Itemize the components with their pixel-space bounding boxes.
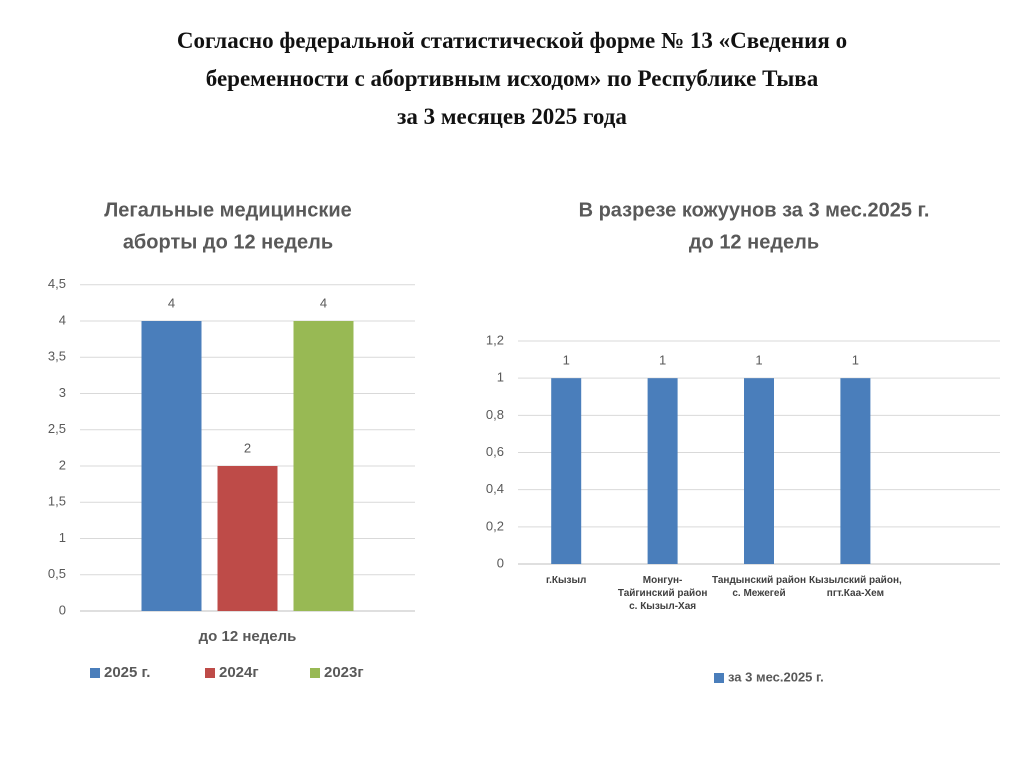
x-tick-label: Кызылский район, пгт.Каа-Хем [809, 575, 902, 599]
legend-swatch [310, 668, 320, 678]
legend-label: 2023г [324, 664, 364, 681]
bar [551, 378, 582, 564]
x-tick-label: Тандынский район с. Межегей [712, 575, 806, 599]
y-tick-label: 1,5 [48, 494, 66, 509]
y-tick-label: 0 [497, 555, 504, 570]
y-tick-label: 4,5 [48, 276, 66, 291]
y-tick-label: 3 [59, 385, 66, 400]
chart-title: Легальные медицинские [104, 199, 352, 221]
legend-label: 2025 г. [104, 664, 150, 681]
legend-swatch [205, 668, 215, 678]
bar [840, 378, 871, 564]
data-label: 1 [755, 353, 762, 368]
y-tick-label: 0,8 [486, 407, 504, 422]
y-tick-label: 1,2 [486, 332, 504, 347]
data-label: 1 [659, 353, 666, 368]
y-tick-label: 2 [59, 457, 66, 472]
data-label: 4 [320, 295, 327, 310]
chart-title: аборты до 12 недель [123, 231, 333, 253]
legend-label: за 3 мес.2025 г. [728, 669, 824, 684]
y-tick-label: 0,4 [486, 481, 504, 496]
data-label: 4 [168, 295, 175, 310]
data-label: 1 [563, 353, 570, 368]
title-line: за 3 месяцев 2025 года [397, 104, 627, 129]
y-tick-label: 0,6 [486, 444, 504, 459]
x-tick-label: до 12 недель [199, 628, 297, 645]
y-tick-label: 3,5 [48, 349, 66, 364]
slide-title: Согласно федеральной статистической форм… [0, 22, 1024, 136]
data-label: 1 [852, 353, 859, 368]
bar [647, 378, 678, 564]
title-line: Согласно федеральной статистической форм… [176, 28, 848, 53]
bar [141, 321, 202, 611]
bar [217, 466, 278, 611]
y-tick-label: 0,5 [48, 566, 66, 581]
chart-title: до 12 недель [689, 231, 819, 253]
chart-title: В разрезе кожуунов за 3 мес.2025 г. [579, 199, 930, 221]
title-line: беременности с абортивным исходом» по Ре… [205, 66, 819, 91]
y-tick-label: 1 [59, 530, 66, 545]
bar [293, 321, 354, 611]
y-tick-label: 0 [59, 602, 66, 617]
bar [744, 378, 774, 564]
legend-swatch [714, 673, 724, 683]
y-tick-label: 2,5 [48, 421, 66, 436]
data-label: 2 [244, 440, 251, 455]
y-tick-label: 4 [59, 312, 66, 327]
y-tick-label: 1 [497, 370, 504, 385]
x-tick-label: г.Кызыл [545, 575, 587, 586]
x-tick-label: Монгун-Тайгинский район с. Кызыл-Хая [617, 575, 708, 612]
y-tick-label: 0,2 [486, 518, 504, 533]
legend-label: 2024г [219, 664, 259, 681]
legend-swatch [90, 668, 100, 678]
